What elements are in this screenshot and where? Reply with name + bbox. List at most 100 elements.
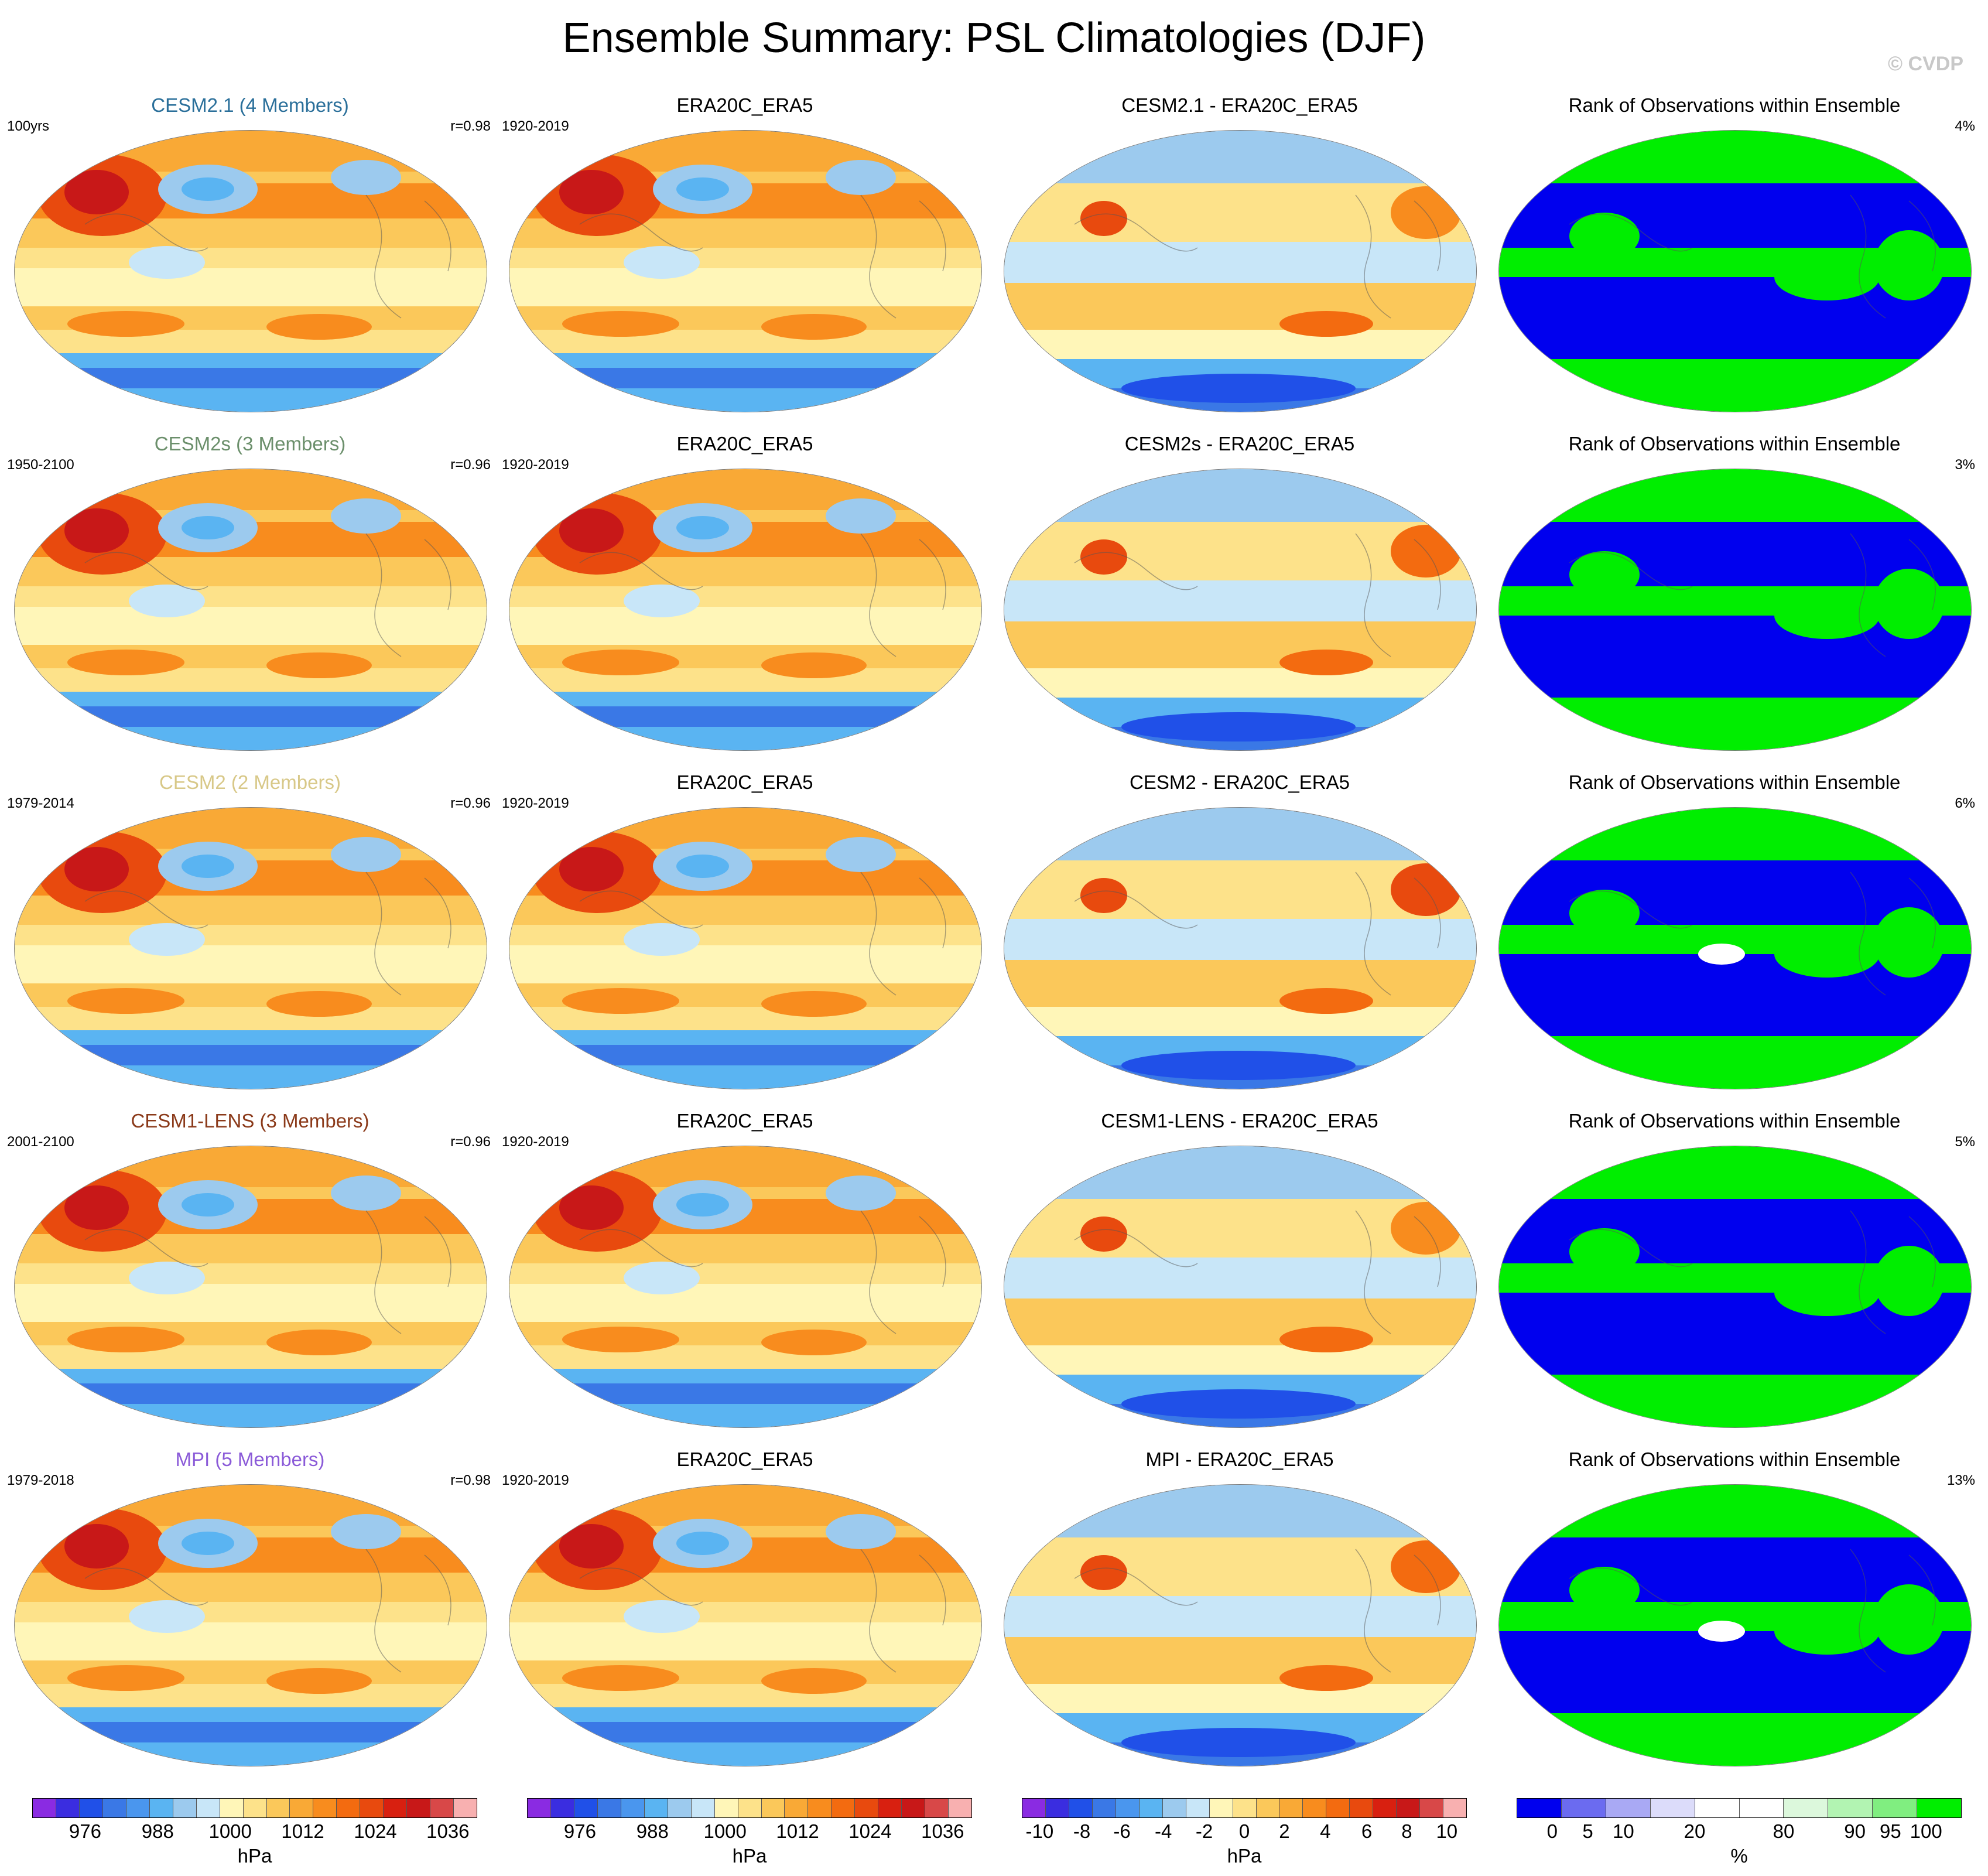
map-panel-diff: CESM2.1 - ERA20C_ERA5 [997, 94, 1483, 432]
tropical-low [129, 585, 205, 617]
pressure-band [509, 268, 981, 306]
world-map [509, 1484, 982, 1766]
subtropical-high [266, 1668, 372, 1694]
difference-band [1004, 469, 1476, 522]
colorbar-tick-label: 1024 [848, 1820, 892, 1842]
colorbar-units: % [1730, 1845, 1748, 1867]
siberian-high-core [64, 847, 129, 891]
difference-anomaly [1279, 311, 1373, 337]
colorbar-swatch [384, 1799, 408, 1817]
map-panel-diff: CESM2 - ERA20C_ERA5 [997, 771, 1483, 1109]
icelandic-low [826, 160, 896, 195]
difference-anomaly [1279, 988, 1373, 1014]
world-map [14, 1484, 487, 1766]
colorbar-tick-label: 6 [1361, 1820, 1373, 1842]
difference-band [1004, 1345, 1476, 1375]
rank-region [1569, 890, 1640, 937]
map-field [1499, 469, 1971, 750]
colorbar-swatch [1606, 1799, 1651, 1817]
map-panel-rank: Rank of Observations within Ensemble 4% [1491, 94, 1977, 432]
rank-band [1499, 698, 1971, 750]
coastline [84, 1210, 451, 1334]
pressure-band [15, 668, 487, 692]
difference-anomaly [1121, 1051, 1356, 1080]
colorbar-swatches [1022, 1798, 1467, 1818]
colorbar-tick-label: 80 [1773, 1820, 1795, 1842]
pressure-band [15, 706, 487, 727]
cvdp-credit: © CVDP [1888, 53, 1963, 75]
panel-title: CESM1-LENS - ERA20C_ERA5 [1101, 1110, 1378, 1132]
difference-band [1004, 621, 1476, 668]
map-field [15, 808, 487, 1089]
colorbar-swatch [902, 1799, 926, 1817]
pressure-band [15, 1742, 487, 1766]
coastline [579, 1549, 946, 1673]
coastline [579, 872, 946, 996]
siberian-high-core [64, 1185, 129, 1230]
colorbar-swatch [1233, 1799, 1257, 1817]
colorbar-swatch [668, 1799, 692, 1817]
world-map [1004, 1146, 1477, 1428]
subtropical-high [266, 1330, 372, 1355]
colorbar-swatch [644, 1799, 668, 1817]
colorbar-tick-label: -8 [1073, 1820, 1091, 1842]
siberian-high-core [559, 1524, 624, 1569]
rank-region [1569, 551, 1640, 598]
colorbar-swatch [1561, 1799, 1606, 1817]
rank-region [1569, 1567, 1640, 1614]
map-panel-obs: ERA20C_ERA5 1920-2019 [502, 1109, 988, 1448]
colorbar-swatch [1162, 1799, 1186, 1817]
pressure-band [509, 1284, 981, 1322]
pressure-band [509, 1602, 981, 1622]
coastline [1074, 194, 1441, 319]
pressure-band [509, 668, 981, 692]
colorbar-swatch [761, 1799, 785, 1817]
difference-band [1004, 1485, 1476, 1537]
tropical-low [624, 585, 700, 617]
difference-band [1004, 919, 1476, 960]
rank-region [1774, 592, 1880, 639]
panel-title: ERA20C_ERA5 [676, 433, 813, 455]
colorbar-tick-label: 1012 [776, 1820, 819, 1842]
colorbar-tick-label: 1036 [921, 1820, 964, 1842]
difference-anomaly [1080, 1217, 1127, 1252]
rank-band [1499, 1485, 1971, 1537]
rank-band [1499, 131, 1971, 183]
pressure-band [15, 1030, 487, 1045]
tropical-low [129, 1600, 205, 1633]
colorbar-swatch [550, 1799, 574, 1817]
pressure-band [509, 330, 981, 353]
pressure-band [509, 1684, 981, 1707]
map-panel-rank: Rank of Observations within Ensemble 5% [1491, 1109, 1977, 1448]
colorbar-swatch [1279, 1799, 1303, 1817]
colorbar-tick-label: -2 [1195, 1820, 1213, 1842]
icelandic-low [826, 1514, 896, 1549]
colorbar-tick-label: 988 [636, 1820, 669, 1842]
panel-title: CESM2.1 (4 Members) [151, 94, 349, 116]
map-field [1499, 1146, 1971, 1427]
pressure-band [509, 586, 981, 607]
tropical-low [624, 1600, 700, 1633]
colorbar-tick-label: 5 [1582, 1820, 1593, 1842]
colorbar-swatch [1209, 1799, 1233, 1817]
pressure-band [15, 1707, 487, 1722]
aleutian-low-core [676, 1193, 729, 1217]
colorbar-swatch [337, 1799, 361, 1817]
icelandic-low [331, 160, 401, 195]
pressure-band [15, 1369, 487, 1383]
colorbar-swatch [1828, 1799, 1873, 1817]
world-map [1498, 1146, 1972, 1428]
coastline [1074, 1549, 1441, 1673]
coastline [579, 1210, 946, 1334]
subtropical-high [67, 650, 184, 675]
pressure-band [15, 1263, 487, 1284]
panel-title: Rank of Observations within Ensemble [1568, 771, 1901, 793]
pressure-band [509, 1369, 981, 1383]
pressure-band [509, 248, 981, 268]
colorbar-swatch [785, 1799, 809, 1817]
subtropical-high [562, 1327, 679, 1352]
icelandic-low [331, 1176, 401, 1211]
colorbar: 976 988 1000 1012 1024 1036 hPa [527, 1798, 972, 1868]
panel-title: CESM2s (3 Members) [154, 433, 346, 455]
rank-region [1874, 907, 1944, 978]
